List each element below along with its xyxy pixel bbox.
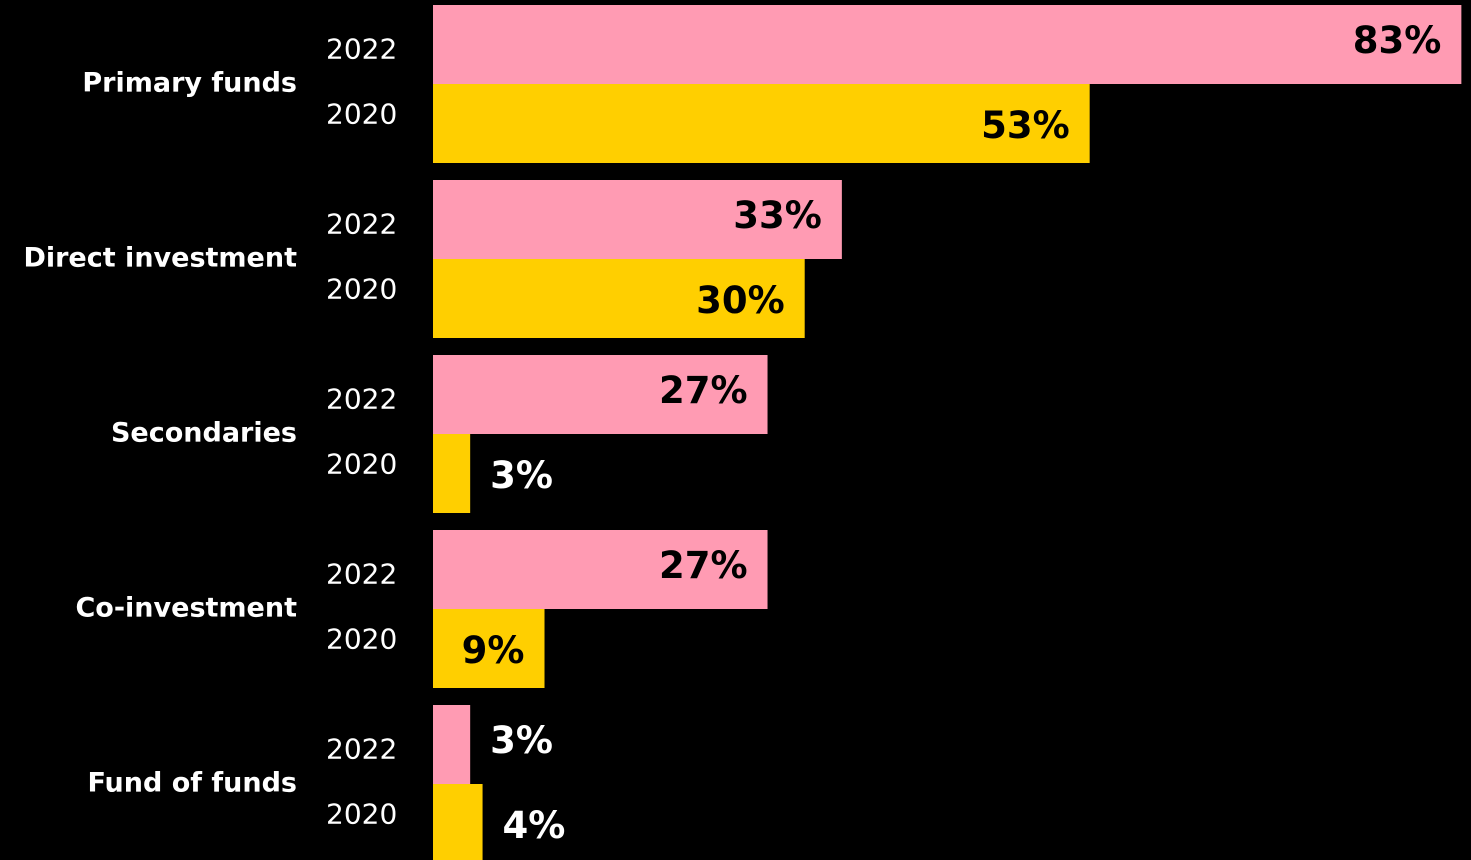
category-label: Fund of funds <box>87 768 297 799</box>
series-label: 2022 <box>326 33 397 66</box>
category-label: Primary funds <box>82 68 297 99</box>
value-label: 30% <box>696 279 785 322</box>
series-label: 2022 <box>326 733 397 766</box>
value-label: 27% <box>659 369 748 412</box>
bar <box>433 784 483 860</box>
series-label: 2022 <box>326 208 397 241</box>
value-label: 3% <box>490 454 553 497</box>
series-label: 2020 <box>326 798 397 831</box>
bar <box>433 84 1090 163</box>
value-label: 3% <box>490 719 553 762</box>
series-label: 2020 <box>326 623 397 656</box>
series-label: 2020 <box>326 448 397 481</box>
value-label: 53% <box>981 104 1070 147</box>
value-label: 4% <box>503 804 566 847</box>
series-label: 2022 <box>326 558 397 591</box>
series-label: 2020 <box>326 273 397 306</box>
series-label: 2020 <box>326 98 397 131</box>
bar <box>433 530 768 609</box>
bar <box>433 355 768 434</box>
series-label: 2022 <box>326 383 397 416</box>
bar <box>433 609 545 688</box>
category-label: Direct investment <box>23 243 297 274</box>
value-label: 33% <box>733 194 822 237</box>
bar <box>433 259 805 338</box>
value-label: 83% <box>1353 19 1442 62</box>
value-label: 27% <box>659 544 748 587</box>
bar <box>433 180 842 259</box>
value-label: 9% <box>462 629 525 672</box>
bar <box>433 5 1462 84</box>
category-label: Co-investment <box>75 593 297 624</box>
category-label: Secondaries <box>111 418 297 449</box>
bar <box>433 434 471 513</box>
bar <box>433 705 471 784</box>
